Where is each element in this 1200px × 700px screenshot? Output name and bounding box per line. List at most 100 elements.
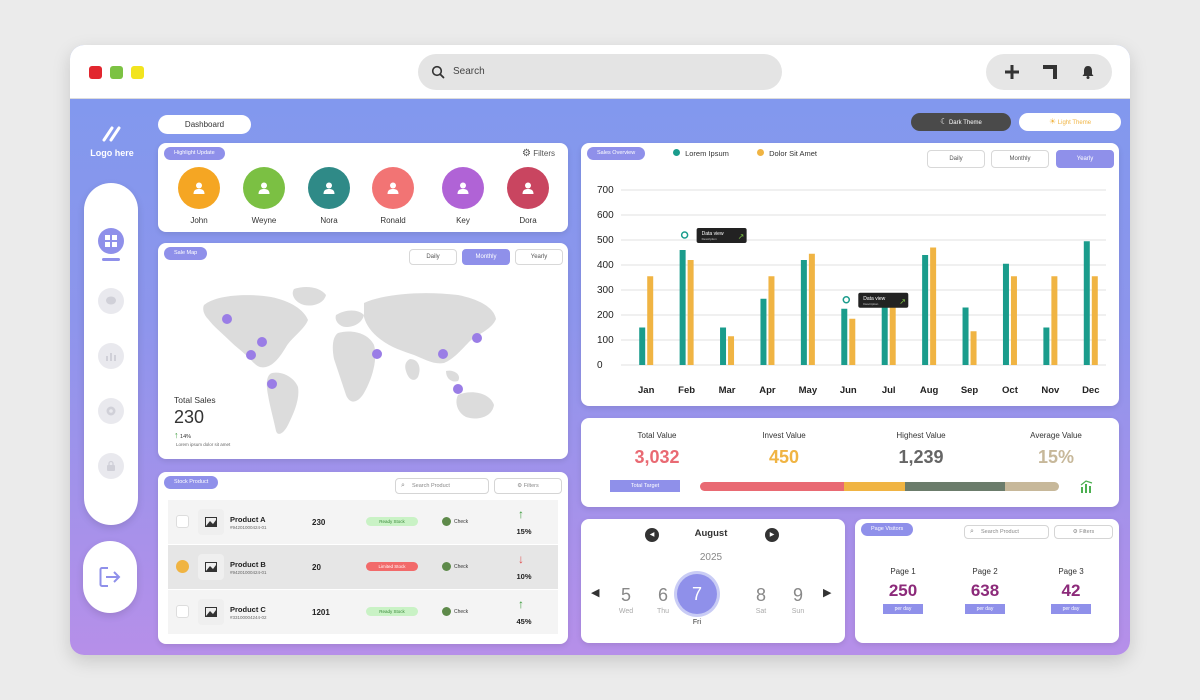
app-window: Search Logo here [70, 45, 1130, 655]
tooltip-box [696, 228, 747, 243]
day-5[interactable]: 5 Wed [611, 585, 641, 615]
day-selected[interactable]: 7 Fri [677, 574, 717, 626]
sidebar-item-messages[interactable] [98, 288, 124, 314]
product-change: 15% [516, 527, 532, 536]
status-badge: Ready Stock [366, 607, 418, 616]
person-4[interactable]: Key [442, 167, 484, 225]
table-row[interactable]: Product C #33100004244-02 1201 Ready Stock C… [168, 590, 558, 634]
y-tick-label: 200 [597, 310, 614, 321]
person-name: Key [456, 216, 470, 225]
row-checkbox[interactable] [176, 515, 189, 528]
person-name: Weyne [251, 216, 277, 225]
x-tick-label: Oct [1002, 385, 1019, 396]
table-row[interactable]: Product B #94201000424-01 20 Limited Stock C… [168, 545, 558, 589]
bar-apr-series-2 [768, 276, 775, 365]
day-8[interactable]: 8 Sat [746, 585, 776, 615]
check-link[interactable]: Check [442, 607, 468, 616]
sales-tab-monthly[interactable]: Monthly [991, 150, 1049, 168]
legend: Lorem Ipsum Dolor Sit Amet [673, 149, 817, 158]
window-maximize-button[interactable] [131, 66, 144, 79]
x-tick-label: Jul [882, 385, 896, 396]
sidebar-item-dashboard[interactable] [98, 228, 124, 254]
table-row[interactable]: Product A #94201000424-01 230 Ready Stock Ch… [168, 500, 558, 544]
check-link[interactable]: Check [442, 562, 468, 571]
tooltip-subtitle: Description [702, 237, 717, 241]
top-bar: Search [70, 45, 1130, 99]
calendar-month: August [694, 528, 728, 539]
sidebar-item-security[interactable] [98, 453, 124, 479]
bar-chart-icon [106, 353, 116, 361]
page-label: Page 3 [1058, 567, 1084, 576]
search-icon: ⌕ [970, 528, 974, 535]
logo[interactable]: Logo here [88, 125, 136, 158]
plus-icon[interactable] [1005, 65, 1019, 79]
check-link[interactable]: Check [442, 517, 468, 526]
row-checkbox[interactable] [176, 605, 189, 618]
filters-button[interactable]: ⚙ Filters [522, 148, 555, 159]
calendar-card: ◀ August ▶ 2025 ◀ ▶ 5 Wed 6 Thu 7 Fri 8 Sat 9 Sun [581, 519, 845, 643]
sidebar-item-analytics[interactable] [98, 343, 124, 369]
breadcrumb[interactable]: Dashboard [158, 115, 251, 134]
arrow-up-right-icon: ↗ [899, 297, 906, 306]
value-label-0: Total Value [637, 431, 677, 440]
page-unit: per day [965, 604, 1005, 614]
legend-label-2: Dolor Sit Amet [769, 149, 817, 158]
calendar-next-day-button[interactable]: ▶ [823, 587, 832, 599]
window-minimize-button[interactable] [110, 66, 123, 79]
y-tick-label: 400 [597, 260, 614, 271]
stock-filters-button[interactable]: ⚙ Filters [494, 478, 562, 494]
person-5[interactable]: Dora [507, 167, 549, 225]
window-close-button[interactable] [89, 66, 102, 79]
highlight-card: Highlight Update ⚙ Filters John Weyne Nora… [158, 143, 568, 232]
sun-icon: ☀ [1048, 117, 1057, 126]
person-3[interactable]: Ronald [372, 167, 414, 225]
page-stat-3: Page 3 42 per day [1041, 567, 1101, 614]
window-icon[interactable] [1043, 65, 1057, 79]
light-theme-button[interactable]: ☀ Light Theme [1019, 113, 1121, 131]
salemap-tab-monthly[interactable]: Monthly [462, 249, 510, 265]
sales-tab-daily[interactable]: Daily [927, 150, 985, 168]
arrow-up-icon: ↑ [518, 507, 524, 521]
status-badge: Ready Stock [366, 517, 418, 526]
person-2[interactable]: Nora [308, 167, 350, 225]
visitors-search-placeholder: Search Product [981, 529, 1019, 535]
visitors-search-input[interactable]: ⌕ Search Product [964, 525, 1049, 539]
calendar-prev-month-button[interactable]: ◀ [645, 528, 659, 542]
change-value: 14% [180, 434, 192, 440]
values-card: Total Value 3,032 Invest Value 450 Highest V… [581, 418, 1119, 507]
page-stat-2: Page 2 638 per day [955, 567, 1015, 614]
salemap-tab-yearly[interactable]: Yearly [515, 249, 563, 265]
visitors-filters-button[interactable]: ⚙ Filters [1054, 525, 1113, 539]
dark-theme-button[interactable]: ☾ Dark Theme [911, 113, 1011, 131]
calendar-next-month-button[interactable]: ▶ [765, 528, 779, 542]
total-target-button[interactable]: Total Target [610, 480, 680, 492]
calendar-prev-day-button[interactable]: ◀ [591, 587, 600, 599]
salemap-tab-daily[interactable]: Daily [409, 249, 457, 265]
row-checkbox[interactable] [176, 560, 189, 573]
calendar-year: 2025 [699, 552, 723, 563]
day-9[interactable]: 9 Sun [783, 585, 813, 615]
person-name: Dora [519, 216, 537, 225]
y-tick-label: 600 [597, 210, 614, 221]
product-name: Product B [230, 560, 266, 569]
person-0[interactable]: John [178, 167, 220, 225]
day-6[interactable]: 6 Thu [648, 585, 678, 615]
value-number-0: 3,032 [634, 447, 680, 467]
progress-segment-invest [843, 482, 905, 491]
bar-jun-series-2 [849, 318, 856, 365]
sales-tab-yearly[interactable]: Yearly [1056, 150, 1114, 168]
bar-feb-series-1 [679, 250, 686, 365]
status-badge: Limited Stock [366, 562, 418, 571]
image-icon [205, 607, 217, 617]
bar-jan-series-1 [639, 327, 646, 365]
bell-icon[interactable] [1081, 65, 1095, 79]
stock-search-input[interactable]: ⌕ Search Product [395, 478, 489, 494]
bar-may-series-1 [800, 260, 807, 365]
sidebar-item-settings[interactable] [98, 398, 124, 424]
logout-button[interactable] [83, 541, 137, 613]
search-input[interactable]: Search [418, 54, 782, 90]
arrow-down-icon: ↓ [518, 552, 524, 566]
product-thumbnail [198, 509, 224, 535]
tooltip-subtitle: Description [863, 302, 878, 306]
person-1[interactable]: Weyne [243, 167, 285, 225]
